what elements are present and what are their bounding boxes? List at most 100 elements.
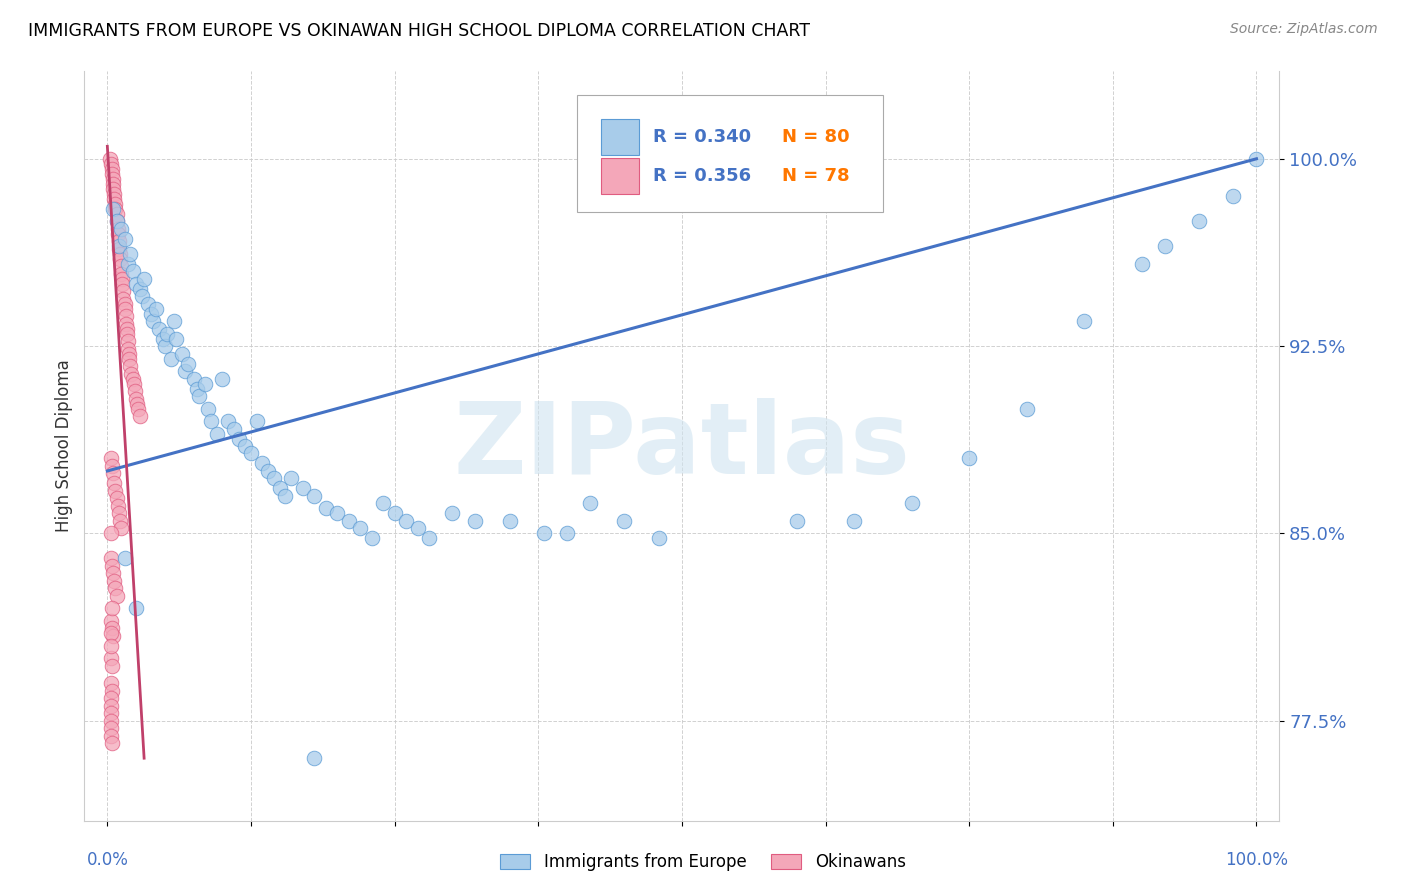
Point: [98, 152, 121, 166]
Point: [101, 736, 124, 750]
Point: [648, 532, 671, 546]
Point: [291, 482, 314, 496]
Point: [108, 239, 131, 253]
Point: [101, 177, 124, 191]
Point: [118, 346, 141, 360]
Point: [100, 698, 122, 713]
Point: [302, 751, 325, 765]
Point: [104, 582, 127, 596]
Point: [125, 601, 148, 615]
Point: [1130, 257, 1153, 271]
Point: [579, 496, 602, 510]
Point: [131, 289, 153, 303]
Point: [100, 551, 122, 566]
Point: [103, 192, 125, 206]
Point: [174, 364, 197, 378]
Bar: [600, 120, 638, 155]
Point: [107, 227, 129, 241]
Point: [280, 471, 302, 485]
Point: [107, 499, 129, 513]
Point: [108, 246, 131, 260]
Point: [315, 501, 337, 516]
Point: [145, 301, 167, 316]
Point: [100, 706, 122, 721]
Point: [103, 476, 125, 491]
Point: [128, 409, 150, 423]
Point: [101, 467, 124, 481]
Point: [120, 359, 142, 373]
Text: R = 0.356: R = 0.356: [654, 168, 751, 186]
Point: [100, 526, 122, 541]
Point: [100, 676, 122, 690]
Point: [786, 514, 808, 528]
Point: [1246, 152, 1268, 166]
Point: [498, 514, 520, 528]
Point: [302, 489, 325, 503]
Point: [197, 401, 219, 416]
Point: [115, 326, 138, 341]
Point: [211, 371, 233, 385]
Point: [441, 507, 464, 521]
Point: [127, 401, 149, 416]
Text: IMMIGRANTS FROM EUROPE VS OKINAWAN HIGH SCHOOL DIPLOMA CORRELATION CHART: IMMIGRANTS FROM EUROPE VS OKINAWAN HIGH …: [28, 22, 810, 40]
Point: [205, 426, 228, 441]
Point: [274, 489, 297, 503]
Point: [117, 334, 139, 348]
Point: [114, 317, 136, 331]
Point: [112, 292, 135, 306]
Point: [101, 629, 124, 643]
Point: [104, 196, 127, 211]
Point: [125, 392, 148, 406]
Point: [111, 271, 134, 285]
Point: [957, 451, 980, 466]
Point: [170, 346, 193, 360]
Point: [105, 214, 128, 228]
Point: [101, 621, 124, 635]
Point: [200, 414, 222, 428]
Point: [100, 639, 122, 653]
Point: [159, 351, 181, 366]
Point: [228, 432, 250, 446]
Point: [139, 307, 162, 321]
Point: [257, 464, 280, 478]
Point: [100, 691, 122, 706]
Point: [263, 471, 285, 485]
Point: [114, 301, 136, 316]
Point: [373, 496, 395, 510]
Point: [1222, 189, 1244, 203]
Point: [269, 482, 291, 496]
Point: [900, 496, 922, 510]
Point: [252, 457, 274, 471]
Point: [100, 626, 122, 640]
Point: [110, 259, 132, 273]
Point: [100, 157, 122, 171]
Point: [111, 277, 134, 291]
Point: [360, 532, 382, 546]
Point: [115, 321, 138, 335]
Point: [110, 521, 132, 535]
Point: [103, 574, 125, 588]
Point: [217, 414, 239, 428]
Point: [120, 246, 142, 260]
Point: [121, 371, 143, 385]
Point: [117, 342, 139, 356]
Point: [246, 414, 269, 428]
Point: [105, 214, 128, 228]
Point: [132, 271, 156, 285]
Point: [125, 277, 148, 291]
Point: [108, 507, 131, 521]
Point: [1015, 401, 1038, 416]
Point: [101, 171, 124, 186]
Point: [100, 651, 122, 665]
Point: [108, 514, 131, 528]
Point: [395, 514, 418, 528]
Point: [100, 451, 122, 466]
Point: [121, 367, 143, 381]
Y-axis label: High School Diploma: High School Diploma: [55, 359, 73, 533]
Point: [101, 566, 124, 581]
Point: [464, 514, 486, 528]
Point: [127, 396, 149, 410]
Point: [114, 309, 136, 323]
Point: [101, 558, 124, 573]
Point: [114, 296, 136, 310]
